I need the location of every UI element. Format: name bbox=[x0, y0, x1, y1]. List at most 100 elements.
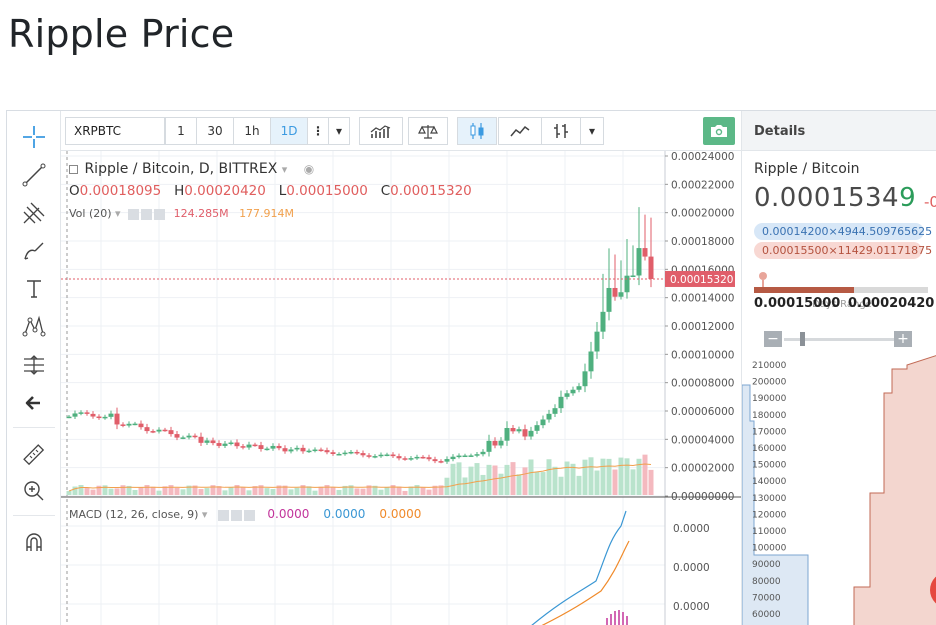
candle-body bbox=[378, 454, 384, 457]
ruler-tool[interactable] bbox=[7, 437, 61, 473]
volume-bar bbox=[252, 486, 258, 495]
candle-body bbox=[510, 428, 516, 432]
days-range-low: 0.00015000 bbox=[754, 296, 841, 311]
volume-label: Vol (20) bbox=[69, 207, 112, 220]
settings-icon[interactable] bbox=[140, 208, 152, 220]
symbol-input[interactable] bbox=[65, 117, 165, 145]
eye-icon[interactable]: ◉ bbox=[303, 162, 315, 176]
ask-depth-area bbox=[853, 355, 936, 625]
pitchfork-icon bbox=[23, 202, 45, 224]
volume-bar bbox=[270, 489, 276, 495]
volume-bar bbox=[312, 490, 318, 495]
chart-legend[interactable]: Ripple / Bitcoin, D, BITTREX ▾ ◉ bbox=[69, 161, 314, 177]
volume-value: 124.285M bbox=[173, 207, 229, 220]
price-change: -0 bbox=[924, 193, 936, 211]
zoom-in-button[interactable]: + bbox=[894, 331, 912, 347]
more-intervals-button[interactable]: ⋮ bbox=[307, 117, 329, 145]
volume-bar bbox=[78, 485, 84, 495]
candle-body bbox=[438, 461, 444, 463]
candle-body bbox=[612, 287, 618, 297]
candle-body bbox=[246, 444, 252, 448]
depth-chart[interactable]: 210000 200000 190000 180000 170000 160000 1500… bbox=[742, 355, 936, 625]
volume-bar bbox=[150, 486, 156, 495]
depth-axis-label: 190000 bbox=[752, 394, 787, 404]
camera-icon bbox=[711, 125, 727, 137]
open-value: 0.00018095 bbox=[79, 183, 162, 199]
candle-body bbox=[594, 331, 600, 352]
crosshair-tool[interactable] bbox=[7, 119, 61, 155]
price-axis-label: 0.00018000 bbox=[671, 236, 734, 248]
close-icon[interactable] bbox=[153, 208, 165, 220]
pitchfork-tool[interactable] bbox=[7, 195, 61, 231]
candle-body bbox=[588, 351, 594, 372]
snapshot-button[interactable] bbox=[703, 117, 735, 145]
chart-toolbar: 1 30 1h 1D ⋮ ▾ ▾ bbox=[61, 111, 741, 151]
volume-bar bbox=[330, 487, 336, 495]
zoom-slider-thumb[interactable] bbox=[800, 332, 805, 346]
collapse-icon[interactable] bbox=[69, 164, 78, 174]
indicators-button[interactable] bbox=[359, 117, 403, 145]
volume-bar bbox=[414, 485, 420, 495]
candle-body bbox=[342, 452, 348, 455]
volume-ma-value: 177.914M bbox=[239, 207, 295, 220]
measure-tool[interactable] bbox=[7, 347, 61, 383]
candle-body bbox=[162, 429, 168, 432]
days-range-fill bbox=[754, 287, 854, 293]
magnet-icon bbox=[26, 533, 42, 551]
area-style-button[interactable] bbox=[498, 117, 542, 145]
volume-bar bbox=[564, 461, 570, 495]
depth-axis-label: 150000 bbox=[752, 461, 787, 471]
chevron-down-icon[interactable]: ▾ bbox=[115, 207, 121, 220]
zoom-tool[interactable] bbox=[7, 473, 61, 509]
interval-dropdown-button[interactable]: ▾ bbox=[328, 117, 350, 145]
volume-legend[interactable]: Vol (20) ▾ 124.285M 177.914M bbox=[69, 207, 294, 220]
volume-bar bbox=[192, 485, 198, 495]
zoom-in-icon bbox=[24, 481, 44, 501]
magnet-tool[interactable] bbox=[7, 525, 61, 561]
interval-1d[interactable]: 1D bbox=[270, 117, 308, 145]
trend-line-tool[interactable] bbox=[7, 157, 61, 193]
interval-1h[interactable]: 1h bbox=[233, 117, 271, 145]
chart-style-dropdown-button[interactable]: ▾ bbox=[580, 117, 604, 145]
brush-tool[interactable] bbox=[7, 233, 61, 269]
volume-bar bbox=[498, 473, 504, 495]
price-chart[interactable]: 0.00024000 0.00022000 0.00020000 0.00018000… bbox=[61, 151, 741, 625]
volume-bar bbox=[168, 485, 174, 495]
volume-bar bbox=[246, 490, 252, 495]
candles-style-button[interactable] bbox=[457, 117, 497, 145]
volume-bar bbox=[264, 488, 270, 495]
interval-1[interactable]: 1 bbox=[165, 117, 197, 145]
indicators-icon bbox=[370, 125, 391, 138]
pair-name: Ripple / Bitcoin bbox=[754, 161, 860, 177]
volume-bar bbox=[582, 459, 588, 495]
zoom-slider-track[interactable] bbox=[784, 338, 894, 341]
last-price-main: 0.0001534 bbox=[754, 183, 900, 213]
chevron-down-icon[interactable]: ▾ bbox=[201, 508, 208, 521]
chevron-down-icon[interactable]: ▾ bbox=[281, 163, 288, 176]
interval-30[interactable]: 30 bbox=[196, 117, 234, 145]
macd-axis-label: 0.0000 bbox=[673, 523, 710, 535]
close-icon[interactable] bbox=[243, 509, 255, 521]
candle-body bbox=[282, 448, 288, 452]
visibility-icon[interactable] bbox=[217, 509, 229, 521]
chart-canvas[interactable]: 0.00024000 0.00022000 0.00020000 0.00018000… bbox=[61, 151, 741, 625]
text-tool[interactable] bbox=[7, 271, 61, 307]
settings-icon[interactable] bbox=[230, 509, 242, 521]
volume-bar bbox=[240, 487, 246, 495]
pattern-tool[interactable] bbox=[7, 309, 61, 345]
candle-body bbox=[408, 458, 414, 460]
visibility-icon[interactable] bbox=[127, 208, 139, 220]
candle-body bbox=[120, 424, 126, 426]
macd-legend[interactable]: MACD (12, 26, close, 9) ▾ 0.0000 0.0000 … bbox=[69, 507, 421, 521]
price-axis-label: 0.00002000 bbox=[671, 463, 734, 475]
hide-toolbar-button[interactable] bbox=[7, 385, 61, 421]
compare-button[interactable] bbox=[408, 117, 448, 145]
candle-body bbox=[132, 423, 138, 426]
volume-bar bbox=[66, 491, 72, 495]
volume-bar bbox=[96, 485, 102, 495]
bars-style-button[interactable] bbox=[541, 117, 581, 145]
details-header: Details bbox=[742, 111, 936, 151]
depth-axis-label: 200000 bbox=[752, 378, 787, 388]
zoom-out-button[interactable]: − bbox=[764, 331, 782, 347]
candle-body bbox=[336, 453, 342, 456]
